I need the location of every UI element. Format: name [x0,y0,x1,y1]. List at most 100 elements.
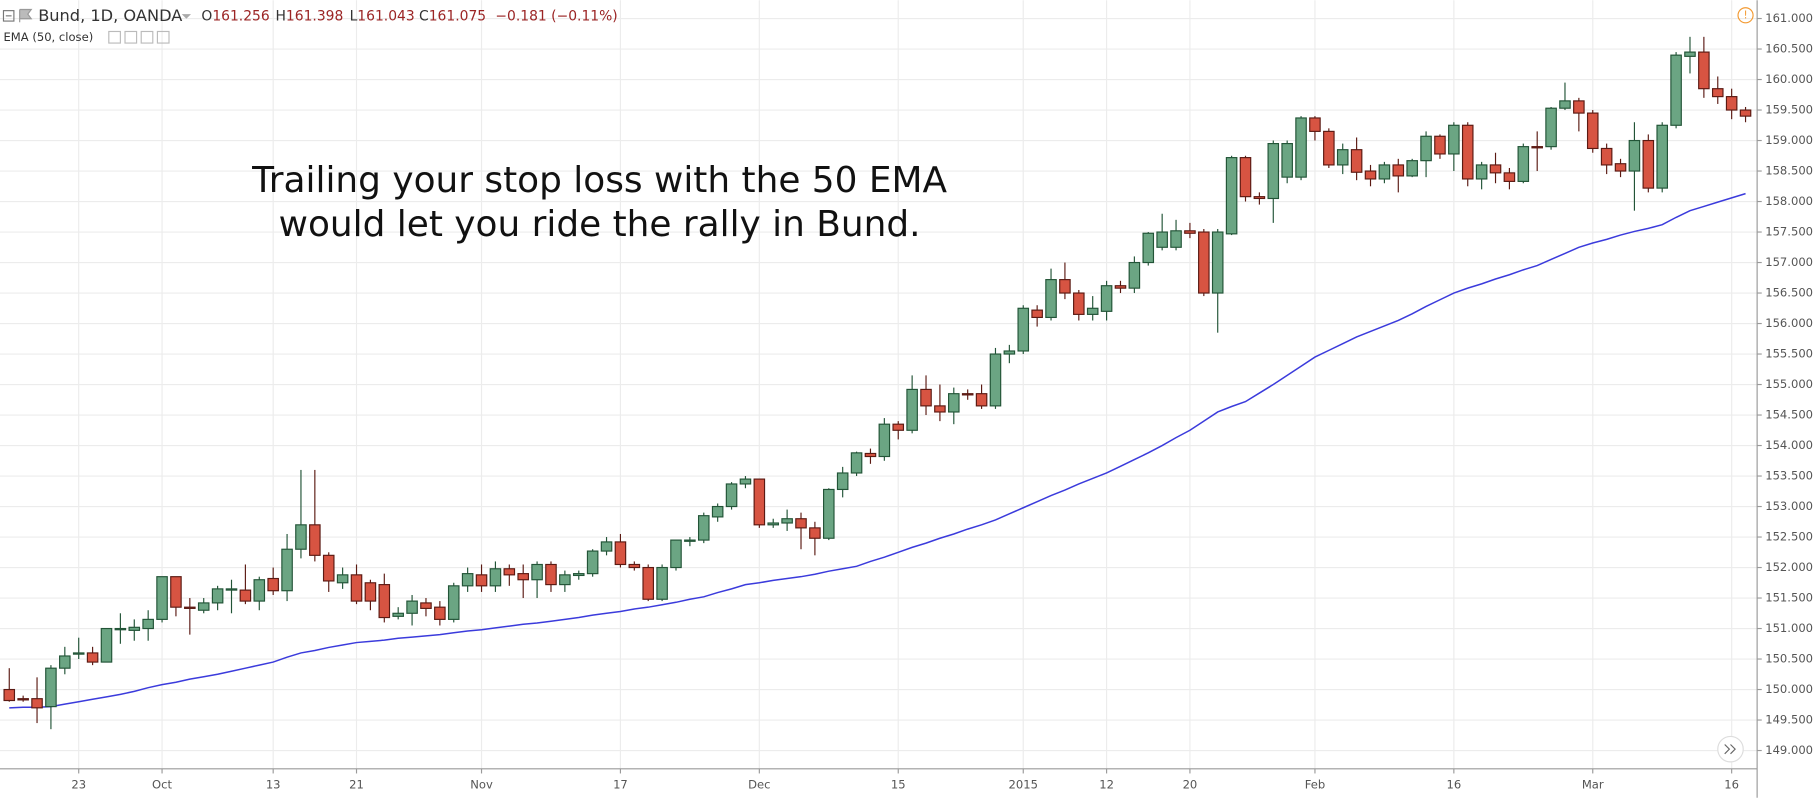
indicator-visibility[interactable] [108,30,121,44]
warning-icon[interactable] [1737,7,1754,24]
candle-body [447,585,460,620]
candle-body [781,518,793,524]
candle-body [3,688,16,702]
candle-body [531,563,543,581]
candle-body [114,627,127,631]
x-tick-label: 15 [891,778,906,792]
candle-body [711,505,724,518]
y-tick-label: 150.500 [1765,652,1813,666]
candle-body [211,588,224,604]
y-tick-label: 150.000 [1765,682,1813,696]
candle-body [434,606,446,620]
candle-body [1684,51,1696,57]
candle-body [600,541,613,552]
candle-body [1531,146,1543,149]
candle-body [406,600,418,614]
candle-body [961,393,974,396]
candle-body [142,618,154,630]
ohlc-l: L161.043 [350,8,415,24]
flag-icon [19,8,33,23]
candle-body [1073,292,1085,315]
candle-body [1350,149,1363,173]
candle-body [1670,54,1682,126]
x-tick-label: Nov [470,778,493,792]
y-tick-label: 155.500 [1765,347,1813,361]
indicator-more[interactable] [140,30,154,44]
candle-body [1323,130,1335,166]
candle-body [1128,261,1141,289]
candle-body [128,626,141,631]
ema-line [9,192,1746,709]
dropdown-icon[interactable] [181,14,191,19]
y-tick-label: 157.000 [1765,255,1813,269]
candle-body [1003,350,1016,355]
candle-body [1406,160,1418,177]
candle-body [1309,117,1321,132]
candle-body [1336,149,1349,166]
x-tick-label: Oct [152,778,172,792]
candle-body [475,574,488,587]
candle-body [1503,172,1516,182]
candle-body [878,423,891,458]
y-tick-label: 151.000 [1765,621,1813,635]
candle-body [309,524,321,556]
candle-body [572,573,585,577]
candle-body [836,472,849,491]
collapse-icon[interactable] [2,10,15,22]
candle-body [392,612,404,617]
candle-body [892,423,905,431]
x-tick-label: 23 [71,778,86,792]
candle-body [864,452,877,458]
y-tick-label: 158.000 [1765,194,1813,208]
y-tick-label: 160.000 [1765,72,1813,86]
candle-body [225,588,238,591]
candle-body [336,574,349,584]
candle-body [1031,309,1043,319]
indicator-remove[interactable] [156,30,170,44]
y-tick-label: 152.500 [1765,530,1813,544]
ohlc-o: O161.256 [201,8,269,24]
candle-body [1656,124,1668,189]
ohlc-value: 161.075 [429,8,486,24]
y-tick-label: 154.500 [1765,408,1813,422]
x-tick-label: Mar [1582,778,1604,792]
candle-body [86,652,99,663]
candle-body [1045,279,1057,319]
candle-body [197,602,210,611]
scroll-button[interactable] [1717,735,1744,763]
candle-body [559,574,571,586]
candle-body [1225,157,1238,235]
y-tick-label: 153.000 [1765,499,1813,513]
candle-body [295,524,307,550]
candle-body [1739,109,1752,117]
candle-body [614,541,627,566]
candle-body [684,539,696,542]
candle-body [378,584,391,619]
candle-body [906,388,918,431]
candle-body [1461,124,1474,180]
y-tick-label: 159.500 [1765,103,1813,117]
candle-body [975,393,988,407]
candle-body [1253,196,1266,200]
warning-icon-mark: ! [1743,9,1747,21]
candle-body [725,483,738,508]
candle-body [1434,135,1446,155]
x-tick-label: 16 [1724,778,1739,792]
indicator-settings[interactable] [124,30,138,44]
scroll-icon [1724,744,1736,755]
candle-body [1198,231,1210,294]
candle-body [281,548,293,592]
candle-body [753,478,766,526]
y-tick-label: 160.500 [1765,42,1813,56]
candle-body [1239,157,1252,198]
ohlc-value: 161.398 [286,8,343,24]
candle-body [45,667,57,708]
y-tick-label: 154.000 [1765,438,1813,452]
candle-body [1559,100,1571,109]
candle-body [239,589,252,602]
candle-body [920,388,932,407]
y-tick-label: 157.500 [1765,225,1813,239]
y-tick-label: 155.000 [1765,377,1813,391]
candle-body [1184,230,1196,234]
candle-body [1725,96,1738,111]
